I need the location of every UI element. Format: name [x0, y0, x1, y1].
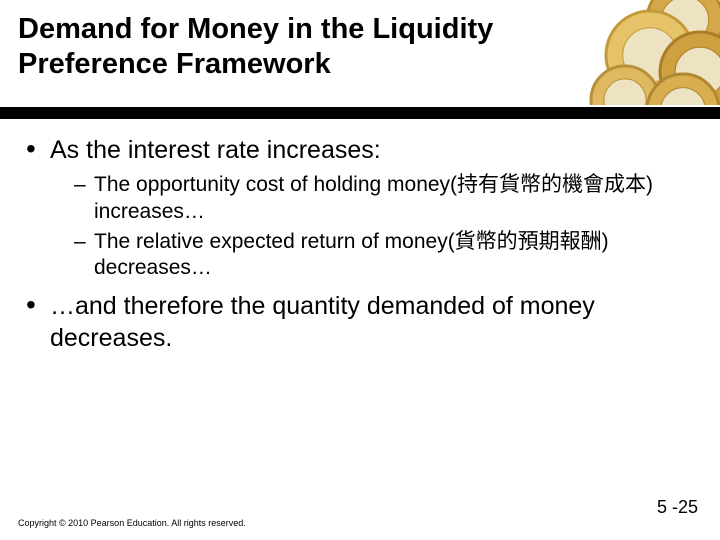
- bullet-item: As the interest rate increases: The oppor…: [24, 135, 696, 281]
- bullet-item: …and therefore the quantity demanded of …: [24, 291, 696, 354]
- sub-bullet-item: The opportunity cost of holding money(持有…: [50, 172, 696, 225]
- slide-body: As the interest rate increases: The oppor…: [24, 135, 696, 364]
- slide-title: Demand for Money in the Liquidity Prefer…: [18, 12, 578, 82]
- slide: Demand for Money in the Liquidity Prefer…: [0, 0, 720, 540]
- page-number: 5 -25: [657, 497, 698, 518]
- coin-image: [565, 0, 720, 105]
- accent-bar: [0, 107, 720, 119]
- bullet-text: As the interest rate increases:: [50, 136, 381, 164]
- bullet-text: …and therefore the quantity demanded of …: [50, 292, 595, 351]
- copyright-text: Copyright © 2010 Pearson Education. All …: [18, 518, 246, 528]
- sub-bullet-item: The relative expected return of money(貨幣…: [50, 229, 696, 282]
